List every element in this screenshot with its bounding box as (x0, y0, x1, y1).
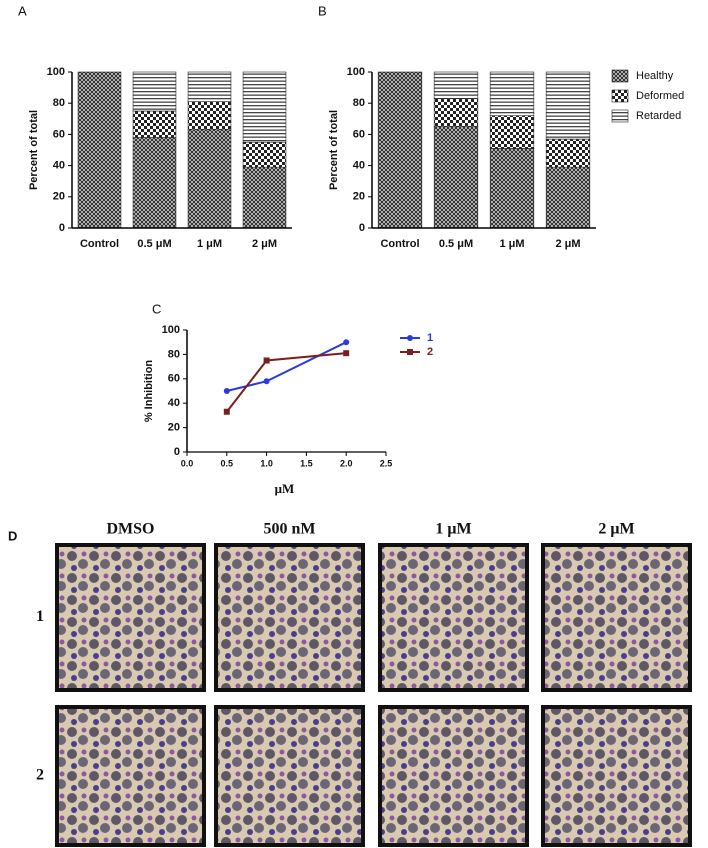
y-tick-label: 60 (53, 128, 65, 140)
legend-label: 2 (427, 346, 433, 358)
x-tick-label: Control (380, 238, 419, 250)
point (343, 350, 350, 357)
x-tick-label: 0.5 μM (137, 238, 171, 250)
bar-segment (242, 71, 287, 143)
y-tick-label: 0 (359, 222, 365, 234)
bar-segment (242, 141, 287, 168)
bar-segment (132, 71, 177, 112)
x-tick-label: Control (80, 238, 119, 250)
y-tick-label: 100 (162, 324, 180, 336)
bar-segment (489, 115, 535, 149)
legend-swatch (611, 109, 629, 123)
row-label: 1 (36, 608, 44, 625)
y-tick-label: 40 (53, 160, 65, 172)
row-label: 2 (36, 767, 44, 784)
legend-label: Retarded (636, 110, 681, 122)
y-axis-label: Percent of total (328, 110, 340, 190)
x-tick-label: 1.0 (260, 458, 273, 468)
panel-label: B (318, 3, 327, 18)
x-tick-label: 1 μM (499, 238, 524, 250)
series-line (226, 352, 347, 413)
bar-segment (545, 166, 591, 229)
legend-label: Healthy (636, 70, 674, 82)
micrograph (55, 543, 206, 692)
column-label: DMSO (107, 521, 155, 538)
legend-marker (407, 335, 413, 341)
micrograph (214, 705, 365, 847)
column-label: 2 μM (598, 521, 634, 538)
x-axis-label: μM (275, 481, 295, 496)
point (223, 388, 230, 394)
column-label: 1 μM (435, 521, 471, 538)
point (263, 378, 270, 385)
legend-marker (407, 349, 413, 355)
micrograph (541, 705, 692, 847)
bar-segment (489, 71, 535, 116)
bar-segment (77, 71, 122, 229)
bar-segment (433, 126, 479, 229)
bar-segment (377, 71, 423, 229)
bar-segment (132, 110, 177, 138)
y-tick-label: 80 (168, 348, 180, 360)
y-tick-label: 100 (47, 66, 65, 78)
y-tick-label: 20 (168, 422, 180, 434)
point (343, 339, 350, 346)
x-tick-label: 2.5 (380, 458, 393, 468)
bar-segment (489, 148, 535, 229)
point (263, 357, 270, 364)
panel-label: A (18, 3, 27, 18)
x-tick-label: 2.0 (340, 458, 353, 468)
x-tick-label: 1 μM (197, 238, 222, 250)
y-tick-label: 80 (353, 97, 365, 109)
legend-swatch (611, 89, 629, 103)
y-tick-label: 40 (168, 397, 180, 409)
legend-swatch (611, 69, 629, 83)
point (223, 408, 230, 415)
series-line (226, 341, 347, 392)
y-tick-label: 20 (353, 191, 365, 203)
y-tick-label: 40 (353, 160, 365, 172)
bar-segment (545, 71, 591, 140)
x-tick-label: 2 μM (555, 238, 580, 250)
micrograph (55, 705, 206, 847)
legend-label: Deformed (636, 90, 684, 102)
bar-segment (132, 137, 177, 229)
y-tick-label: 0 (174, 446, 180, 458)
bar-segment (187, 129, 232, 229)
legend-label: 1 (427, 332, 433, 344)
y-tick-label: 60 (168, 373, 180, 385)
panel-label: C (152, 301, 161, 316)
y-axis-label: % Inhibition (143, 360, 155, 423)
micrograph (214, 543, 365, 692)
column-label: 500 nM (264, 521, 316, 538)
y-tick-label: 80 (53, 97, 65, 109)
y-tick-label: 100 (347, 66, 365, 78)
panel-label: D (8, 528, 17, 543)
x-tick-label: 0.5 μM (439, 238, 473, 250)
y-tick-label: 20 (53, 191, 65, 203)
x-tick-label: 0.5 (221, 458, 234, 468)
micrograph (378, 543, 529, 692)
y-axis-label: Percent of total (28, 110, 40, 190)
micrograph (541, 543, 692, 692)
x-tick-label: 2 μM (252, 238, 277, 250)
micrograph (378, 705, 529, 847)
x-tick-label: 1.5 (300, 458, 313, 468)
y-tick-label: 0 (59, 222, 65, 234)
bar-segment (545, 138, 591, 168)
y-tick-label: 60 (353, 128, 365, 140)
bar-segment (187, 101, 232, 131)
bar-segment (242, 166, 287, 229)
x-tick-label: 0.0 (181, 458, 194, 468)
bar-segment (433, 98, 479, 127)
bar-segment (433, 71, 479, 99)
bar-segment (187, 71, 232, 102)
